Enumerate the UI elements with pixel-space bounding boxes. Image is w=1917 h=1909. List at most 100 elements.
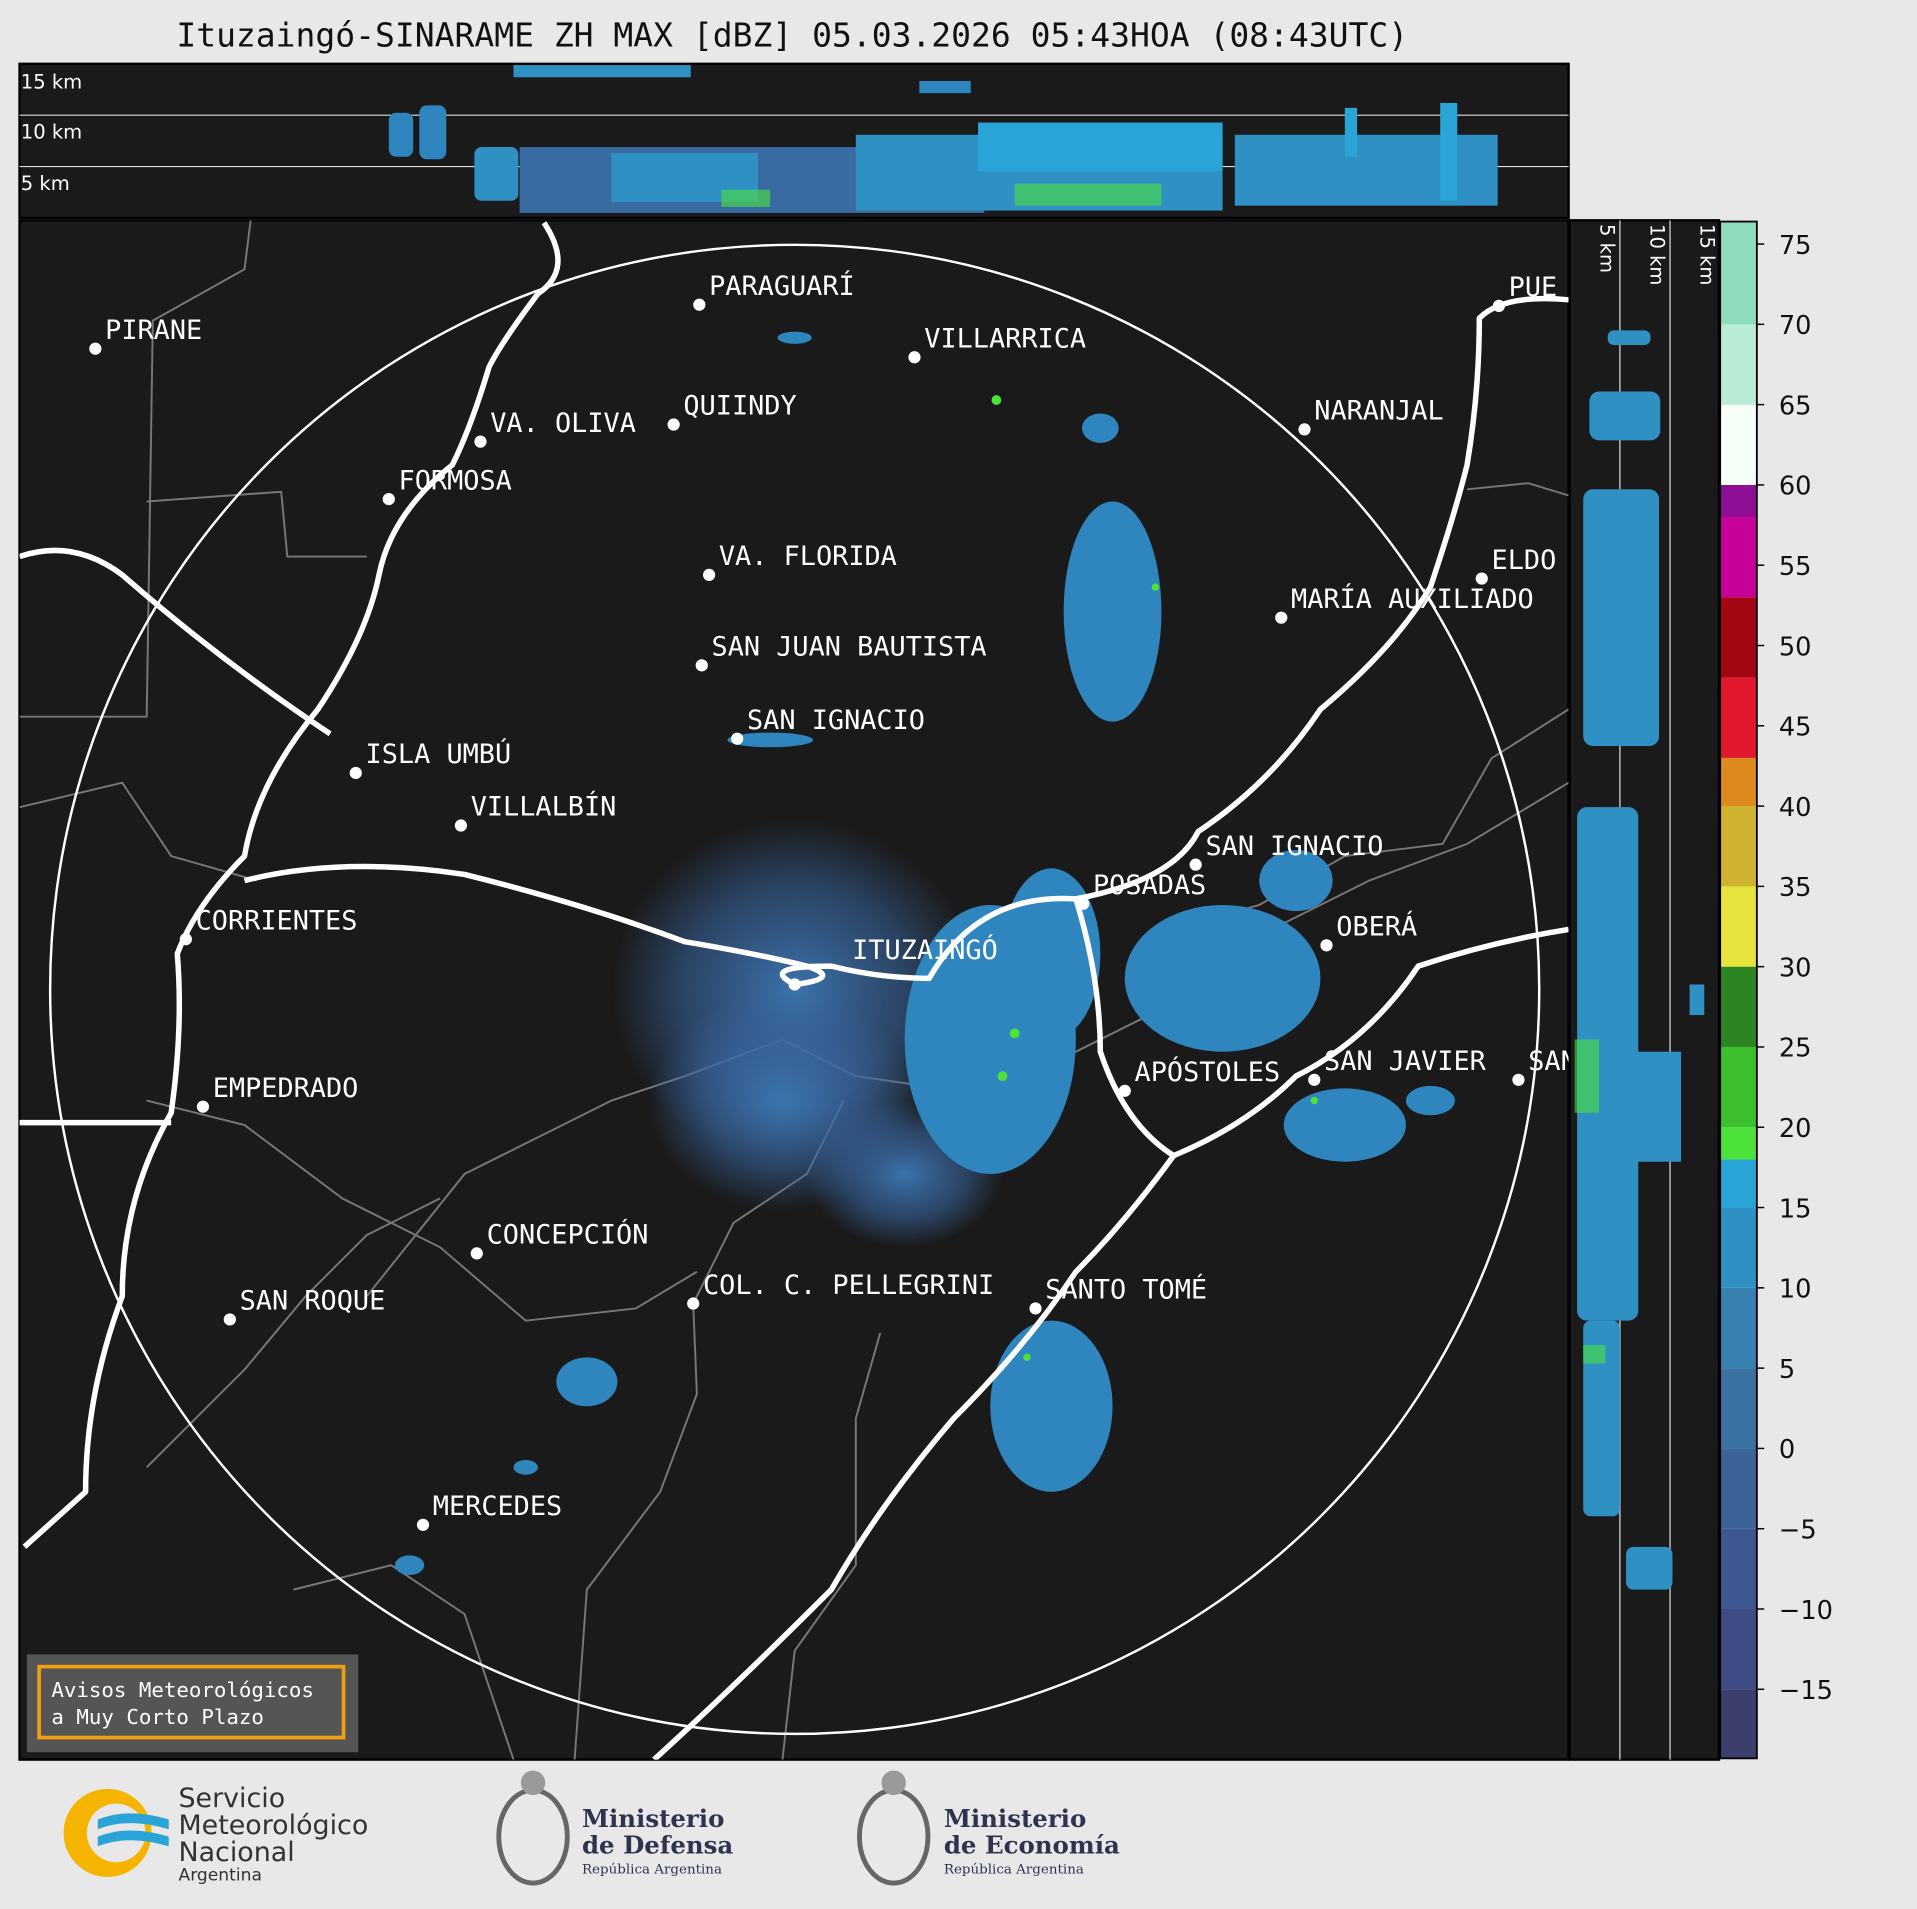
logo-text: Servicio xyxy=(178,1783,285,1814)
strong-echoes xyxy=(991,395,1318,1362)
colorbar-segment xyxy=(1720,806,1757,887)
logo-text: Meteorológico xyxy=(178,1810,368,1841)
colorbar-segment xyxy=(1720,886,1757,967)
city-label: PARAGUARÍ xyxy=(709,270,855,302)
logo-text: Ministerio xyxy=(944,1804,1086,1833)
colorbar-tick-label: 65 xyxy=(1779,391,1812,421)
city-dot xyxy=(1275,611,1288,624)
logo-text: Ministerio xyxy=(582,1804,724,1833)
colorbar-segment xyxy=(1720,1046,1757,1128)
colorbar-segment xyxy=(1720,1127,1757,1160)
city-dot xyxy=(687,1297,700,1310)
colorbar-segment xyxy=(1720,757,1757,807)
height-label: 15 km xyxy=(21,70,82,93)
colorbar-segment xyxy=(1720,1368,1757,1449)
city-dot xyxy=(454,819,468,832)
colorbar-segment xyxy=(1720,966,1757,1047)
logo-text: Nacional xyxy=(178,1837,294,1868)
city-label: ELDO xyxy=(1492,545,1557,576)
city-dot xyxy=(416,1518,430,1531)
logo-text: Argentina xyxy=(178,1866,261,1886)
city-label: CORRIENTES xyxy=(196,905,358,936)
radar-range xyxy=(48,243,1541,1736)
city-label: ISLA UMBÚ xyxy=(366,738,512,770)
colorbar: −15 −10 −5 0 5 10 15 20 25 30 35 40 45 50 55 60 65 70 75 xyxy=(1719,220,1833,1760)
colorbar-tick-label: 0 xyxy=(1779,1435,1795,1465)
colorbar-segment xyxy=(1720,1689,1757,1759)
height-label: 15 km xyxy=(1696,224,1719,285)
colorbar-tick-label: −5 xyxy=(1779,1515,1817,1545)
city-layer: PARAGUARÍ VILLARRICA PIRANE QUIINDY VA. OLIV… xyxy=(89,270,1577,1531)
colorbar-segment xyxy=(1720,597,1757,678)
city-dot xyxy=(731,732,744,745)
logo-text: de Economía xyxy=(944,1831,1120,1860)
colorbar-tick-label: −10 xyxy=(1779,1596,1833,1626)
city-label: ITUZAINGÓ xyxy=(852,934,998,966)
smn-logo: Servicio Meteorológico Nacional Argentin… xyxy=(63,1783,368,1886)
city-label: MERCEDES xyxy=(433,1491,562,1522)
city-dot xyxy=(693,298,706,311)
colorbar-segment xyxy=(1720,1207,1757,1288)
city-label: APÓSTOLES xyxy=(1135,1056,1281,1088)
city-dot xyxy=(695,659,708,672)
city-label: PUE xyxy=(1509,272,1558,303)
rivers xyxy=(19,221,1569,1760)
colorbar-tick-label: 30 xyxy=(1779,953,1812,983)
colorbar-segment xyxy=(1720,1159,1757,1208)
city-label: OBERÁ xyxy=(1336,911,1417,943)
colorbar-tick-label: −15 xyxy=(1779,1676,1833,1706)
height-label: 10 km xyxy=(1645,224,1668,285)
map: PARAGUARÍ VILLARRICA PIRANE QUIINDY VA. OLIV… xyxy=(18,219,1577,1761)
city-dot xyxy=(1492,299,1505,313)
city-dot xyxy=(474,435,487,448)
radar-echoes xyxy=(394,331,1455,1575)
city-dot xyxy=(1298,423,1311,436)
defensa-logo: Ministerio de Defensa República Argentin… xyxy=(496,1770,733,1886)
colorbar-tick-label: 15 xyxy=(1779,1194,1812,1224)
city-dot xyxy=(470,1247,483,1260)
logo-text: República Argentina xyxy=(582,1862,722,1877)
notice-line: Avisos Meteorológicos xyxy=(51,1678,314,1702)
city-label: FORMOSA xyxy=(399,465,512,496)
colorbar-tick-label: 35 xyxy=(1779,873,1812,903)
city-dot xyxy=(667,418,680,431)
height-label: 5 km xyxy=(1595,224,1618,273)
colorbar-tick-label: 5 xyxy=(1779,1355,1795,1385)
city-label: EMPEDRADO xyxy=(213,1073,359,1104)
city-dot xyxy=(382,492,395,506)
logo-text: de Defensa xyxy=(582,1831,733,1860)
economia-logo: Ministerio de Economía República Argenti… xyxy=(857,1770,1120,1886)
city-dot xyxy=(1475,572,1488,585)
city-label: PIRANE xyxy=(105,315,202,346)
city-label: SANTO TOMÉ xyxy=(1045,1274,1207,1306)
colorbar-tick-label: 55 xyxy=(1779,552,1812,582)
top-height-panel: 15 km 10 km 5 km xyxy=(18,62,1570,220)
colorbar-segment xyxy=(1720,1287,1757,1369)
footer: Servicio Meteorológico Nacional Argentin… xyxy=(63,1770,1120,1886)
city-label: CONCEPCIÓN xyxy=(487,1219,649,1251)
city-dot xyxy=(349,766,362,780)
city-label: MARÍA AUXILIADO xyxy=(1291,583,1534,615)
city-dot xyxy=(196,1100,210,1113)
city-dot xyxy=(1077,897,1090,910)
city-dot xyxy=(223,1313,236,1326)
city-label: POSADAS xyxy=(1093,870,1206,901)
colorbar-tick-label: 40 xyxy=(1779,793,1812,823)
colorbar-segment xyxy=(1720,484,1757,518)
colorbar-tick-label: 70 xyxy=(1779,311,1812,341)
colorbar-segment xyxy=(1720,517,1757,598)
city-label: VA. FLORIDA xyxy=(719,541,897,572)
colorbar-segment xyxy=(1720,1609,1757,1690)
city-dot xyxy=(179,933,192,946)
colorbar-segment xyxy=(1720,221,1757,325)
colorbar-segment xyxy=(1720,1448,1757,1529)
city-label: SAN xyxy=(1528,1046,1577,1077)
colorbar-tick-label: 45 xyxy=(1779,713,1812,743)
city-label: SAN IGNACIO xyxy=(747,705,925,736)
city-dot xyxy=(1118,1084,1131,1097)
city-label: VILLALBÍN xyxy=(471,791,617,823)
city-label: SAN ROQUE xyxy=(240,1286,386,1317)
notice-line: a Muy Corto Plazo xyxy=(51,1705,264,1729)
city-dot xyxy=(1308,1073,1321,1086)
